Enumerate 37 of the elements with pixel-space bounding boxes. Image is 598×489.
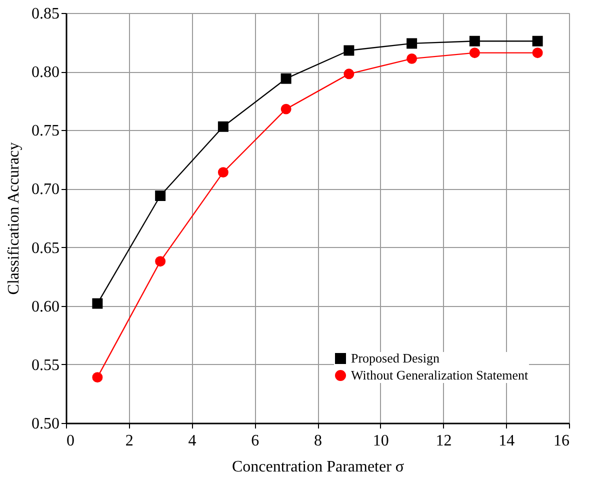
y-tick-label: 0.50 — [32, 416, 60, 432]
x-tick-label: 12 — [436, 432, 452, 450]
point — [280, 73, 292, 84]
legend-label: Without Generalization Statement — [351, 368, 528, 382]
point — [92, 298, 103, 309]
point — [218, 121, 228, 132]
point — [92, 372, 103, 383]
point — [469, 36, 480, 46]
point — [155, 190, 166, 201]
point — [406, 53, 418, 64]
y-tick-label: 0.75 — [32, 122, 60, 140]
point — [155, 256, 166, 267]
x-tick-label: 4 — [188, 432, 196, 450]
y-tick-label: 0.80 — [32, 64, 60, 82]
y-tick-label: 0.65 — [32, 240, 60, 257]
legend-label: Proposed Design — [351, 350, 440, 366]
x-tick-label: 16 — [554, 432, 570, 450]
point — [344, 68, 354, 80]
x-tick-label: 10 — [372, 432, 389, 450]
x-axis-title: Concentration Parameter σ — [232, 458, 404, 476]
x-tick-label: 6 — [251, 432, 260, 450]
point — [532, 36, 543, 46]
point — [532, 48, 543, 58]
x-tick-label: 2 — [125, 432, 134, 450]
point — [280, 104, 292, 114]
y-tick-label: 0.70 — [32, 181, 60, 198]
point — [218, 167, 228, 178]
point — [406, 38, 418, 49]
y-tick-label: 0.85 — [32, 6, 60, 22]
point — [344, 45, 354, 56]
y-tick-label: 0.55 — [32, 356, 60, 374]
x-tick-label: 14 — [498, 432, 515, 450]
point — [469, 48, 480, 58]
x-tick-label: 0 — [66, 432, 74, 450]
x-tick-label: 8 — [314, 432, 322, 450]
y-axis-title: Classification Accuracy — [6, 142, 22, 295]
y-tick-label: 0.60 — [32, 298, 60, 316]
